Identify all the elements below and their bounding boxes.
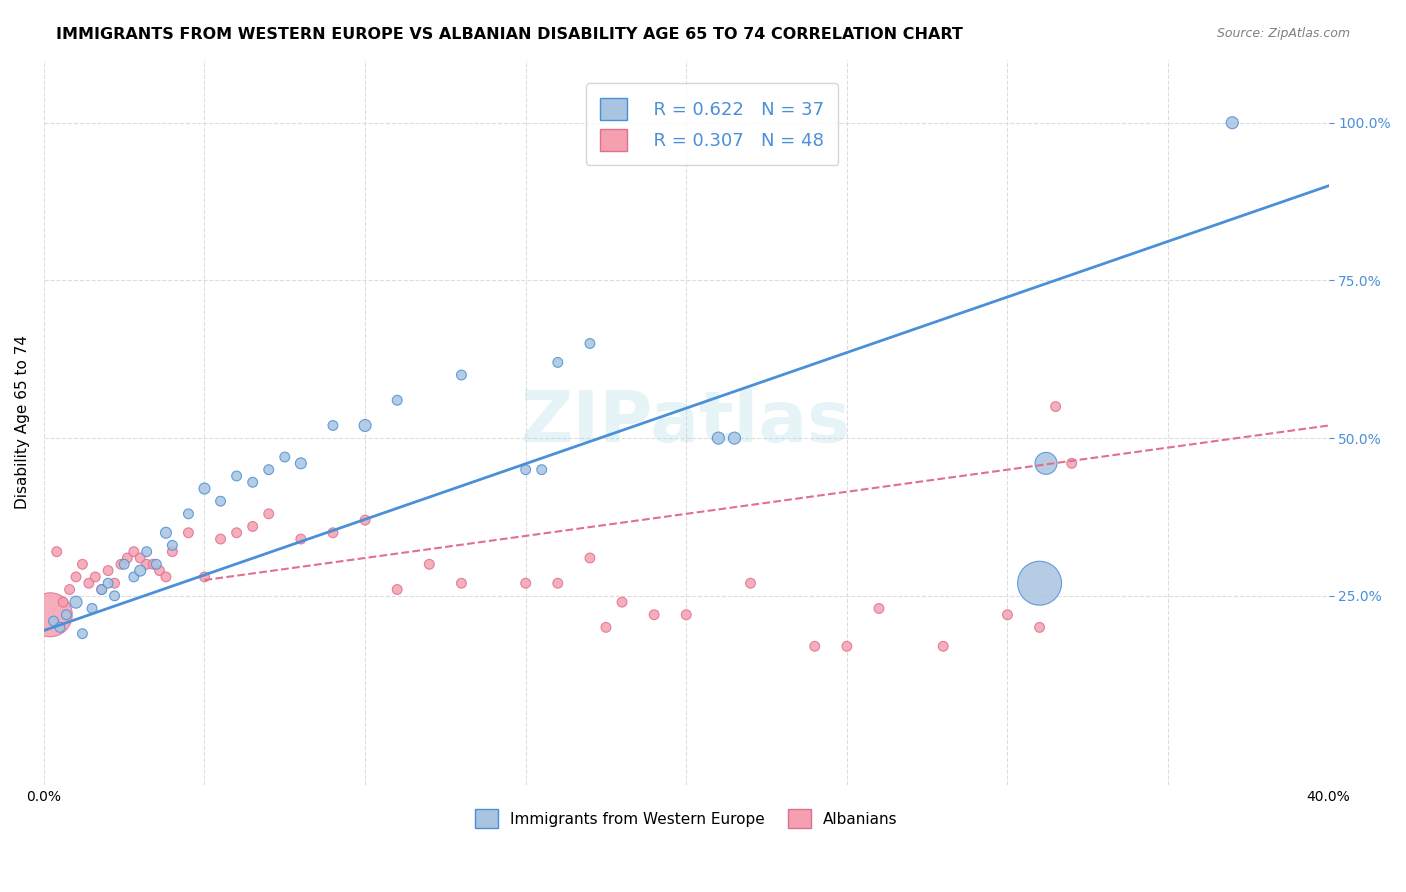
Point	[177, 525, 200, 540]
Point	[209, 494, 232, 508]
Point	[72, 626, 94, 640]
Point	[1028, 620, 1050, 634]
Point	[193, 482, 215, 496]
Point	[803, 640, 825, 654]
Point	[97, 576, 120, 591]
Point	[42, 614, 65, 628]
Point	[84, 570, 107, 584]
Point	[387, 582, 409, 597]
Point	[145, 558, 167, 572]
Point	[740, 576, 762, 591]
Point	[1220, 116, 1243, 130]
Point	[643, 607, 665, 622]
Point	[579, 336, 602, 351]
Point	[1035, 456, 1057, 470]
Point	[122, 544, 145, 558]
Point	[129, 564, 152, 578]
Point	[155, 525, 177, 540]
Point	[723, 431, 745, 445]
Point	[177, 507, 200, 521]
Point	[547, 355, 569, 369]
Point	[290, 532, 312, 546]
Text: IMMIGRANTS FROM WESTERN EUROPE VS ALBANIAN DISABILITY AGE 65 TO 74 CORRELATION C: IMMIGRANTS FROM WESTERN EUROPE VS ALBANI…	[56, 27, 963, 42]
Point	[225, 525, 247, 540]
Point	[595, 620, 617, 634]
Point	[1060, 456, 1083, 470]
Text: Source: ZipAtlas.com: Source: ZipAtlas.com	[1216, 27, 1350, 40]
Point	[142, 558, 165, 572]
Point	[515, 463, 537, 477]
Point	[257, 463, 280, 477]
Point	[515, 576, 537, 591]
Point	[39, 607, 62, 622]
Point	[148, 564, 170, 578]
Point	[225, 469, 247, 483]
Point	[80, 601, 103, 615]
Point	[675, 607, 697, 622]
Point	[155, 570, 177, 584]
Point	[450, 368, 472, 382]
Point	[72, 558, 94, 572]
Point	[90, 582, 112, 597]
Point	[450, 576, 472, 591]
Point	[65, 570, 87, 584]
Point	[932, 640, 955, 654]
Point	[122, 570, 145, 584]
Point	[103, 589, 125, 603]
Point	[322, 525, 344, 540]
Point	[135, 558, 157, 572]
Point	[193, 570, 215, 584]
Point	[55, 607, 77, 622]
Point	[868, 601, 890, 615]
Point	[135, 544, 157, 558]
Point	[547, 576, 569, 591]
Point	[354, 513, 377, 527]
Point	[530, 463, 553, 477]
Y-axis label: Disability Age 65 to 74: Disability Age 65 to 74	[15, 335, 30, 509]
Point	[354, 418, 377, 433]
Legend: Immigrants from Western Europe, Albanians: Immigrants from Western Europe, Albanian…	[467, 802, 905, 836]
Point	[103, 576, 125, 591]
Point	[579, 551, 602, 566]
Point	[45, 544, 67, 558]
Point	[997, 607, 1019, 622]
Point	[110, 558, 132, 572]
Point	[162, 538, 184, 552]
Point	[387, 393, 409, 408]
Point	[117, 551, 139, 566]
Point	[129, 551, 152, 566]
Point	[77, 576, 100, 591]
Point	[1045, 400, 1067, 414]
Point	[707, 431, 730, 445]
Point	[610, 595, 633, 609]
Point	[242, 519, 264, 533]
Point	[90, 582, 112, 597]
Point	[322, 418, 344, 433]
Point	[97, 564, 120, 578]
Point	[52, 595, 75, 609]
Point	[209, 532, 232, 546]
Point	[257, 507, 280, 521]
Point	[835, 640, 858, 654]
Point	[58, 582, 80, 597]
Point	[418, 558, 440, 572]
Point	[1028, 576, 1050, 591]
Point	[112, 558, 135, 572]
Point	[49, 620, 72, 634]
Point	[274, 450, 297, 464]
Text: ZIPatlas: ZIPatlas	[522, 388, 852, 457]
Point	[162, 544, 184, 558]
Point	[65, 595, 87, 609]
Point	[290, 456, 312, 470]
Point	[242, 475, 264, 490]
